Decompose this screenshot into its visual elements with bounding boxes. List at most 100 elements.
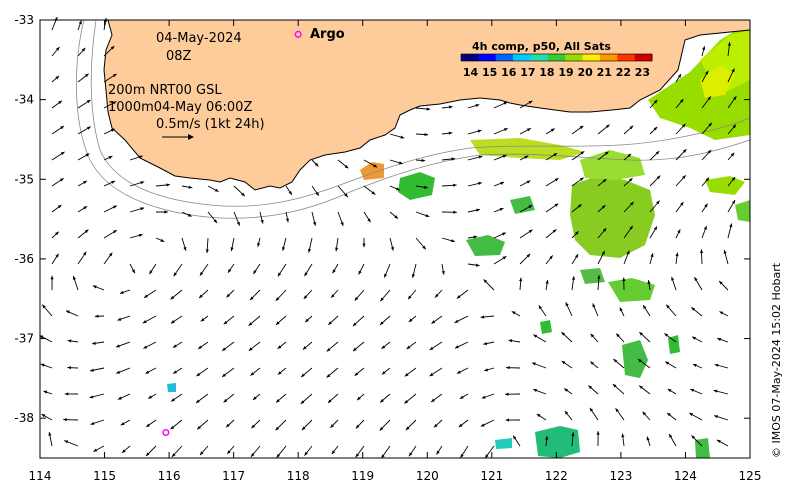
- current-arrow-head: [236, 221, 240, 226]
- current-arrow-head: [50, 275, 54, 280]
- colorbar-title: 4h comp, p50, All Sats: [472, 40, 611, 53]
- current-arrow-head: [371, 191, 376, 195]
- lat-tick-label: -37: [14, 332, 34, 346]
- colorbar-segment: [582, 54, 601, 61]
- current-arrow-head: [248, 322, 253, 326]
- current-arrow-head: [187, 213, 192, 217]
- current-arrow-head: [90, 421, 95, 425]
- current-arrow-head: [83, 206, 88, 210]
- colorbar-tick-label: 14: [463, 66, 479, 79]
- current-arrow-head: [628, 178, 633, 182]
- current-arrow-head: [533, 389, 538, 393]
- current-arrow-head: [425, 213, 430, 218]
- current-arrow-head: [480, 315, 485, 319]
- current-arrow-head: [588, 385, 593, 390]
- current-arrow-head: [367, 218, 371, 223]
- current-arrow-head: [183, 246, 187, 251]
- current-arrow-head: [85, 153, 90, 157]
- argo-floats: [162, 30, 302, 437]
- current-arrow-head: [564, 411, 569, 415]
- current-arrow-head: [381, 370, 386, 375]
- current-arrow-head: [656, 175, 661, 180]
- current-arrow-head: [398, 161, 403, 165]
- current-arrow-head: [579, 177, 584, 181]
- current-arrow-head: [326, 374, 331, 378]
- current-arrow-head: [478, 155, 483, 159]
- current-arrow-head: [524, 155, 529, 159]
- current-arrow-head: [612, 384, 617, 388]
- current-arrow-head: [83, 251, 87, 256]
- current-arrow-head: [429, 372, 434, 377]
- current-arrow-head: [358, 270, 362, 275]
- current-arrow-head: [300, 400, 305, 404]
- colorbar-tick-label: 15: [482, 66, 497, 79]
- current-arrow-head: [433, 423, 438, 428]
- current-arrow-head: [619, 307, 623, 312]
- current-arrow-head: [626, 250, 630, 255]
- current-arrow-head: [451, 239, 455, 243]
- current-arrow-head: [702, 46, 706, 50]
- current-arrow-head: [476, 208, 480, 212]
- current-arrow-head: [505, 392, 509, 396]
- current-arrow-head: [500, 181, 505, 185]
- current-arrow-head: [250, 372, 255, 376]
- current-arrow-head: [81, 47, 86, 52]
- land-mass: [103, 19, 751, 191]
- current-arrow-head: [554, 178, 559, 182]
- current-arrow-head: [111, 180, 116, 184]
- current-arrow-head: [456, 295, 461, 299]
- current-arrow-head: [362, 243, 366, 248]
- current-arrow-head: [571, 432, 575, 436]
- current-arrow-head: [58, 100, 62, 105]
- current-arrow-head: [536, 413, 541, 418]
- current-arrow-head: [453, 183, 457, 187]
- current-arrow-head: [171, 398, 175, 402]
- current-arrow-head: [84, 73, 89, 78]
- colorbar-frame: [460, 53, 653, 62]
- current-arrow-head: [564, 388, 568, 392]
- current-arrow-head: [716, 439, 721, 444]
- current-arrow-head: [499, 208, 504, 211]
- current-arrow-head: [503, 128, 508, 132]
- current-arrow-head: [713, 389, 718, 393]
- current-arrow-head: [112, 205, 117, 209]
- isobaths: [76, 19, 751, 219]
- current-arrow-head: [411, 274, 415, 278]
- current-arrow-head: [441, 270, 445, 275]
- current-arrow-head: [173, 272, 177, 277]
- current-arrow-head: [252, 396, 257, 400]
- current-arrow-head: [704, 203, 708, 208]
- current-arrow-head: [656, 200, 660, 205]
- colorbar-tick-label: 22: [616, 66, 631, 79]
- current-arrow-head: [502, 256, 507, 260]
- colorbar-segment: [478, 54, 497, 61]
- sst-patch-green7: [540, 320, 552, 334]
- current-arrow-head: [653, 126, 658, 131]
- current-arrow-head: [667, 388, 672, 393]
- current-arrow-head: [223, 320, 228, 325]
- current-arrow-head: [604, 151, 609, 156]
- current-arrow-head: [506, 366, 510, 370]
- current-arrow-head: [655, 151, 660, 155]
- date-label: 04-May-2024: [156, 31, 242, 46]
- current-arrow-head: [400, 135, 405, 139]
- current-arrow-head: [448, 131, 453, 135]
- current-arrow-head: [596, 431, 600, 435]
- current-arrow-head: [528, 205, 533, 209]
- current-arrow-head: [327, 399, 332, 403]
- current-arrow-head: [616, 333, 620, 338]
- current-arrow-head: [160, 238, 165, 242]
- current-arrow-head: [89, 395, 94, 399]
- current-arrow-head: [116, 344, 120, 348]
- lat-tick-labels: -33 -34 -35 -36 -37 -38: [14, 13, 34, 425]
- current-arrow-head: [435, 293, 439, 298]
- current-arrow-head: [454, 319, 459, 323]
- current-arrow-head: [423, 185, 428, 189]
- current-arrow-head: [301, 426, 306, 431]
- current-arrow-head: [357, 396, 361, 401]
- current-arrow-head: [692, 364, 697, 367]
- colorbar-tick-label: 19: [558, 66, 573, 79]
- current-arrow-head: [199, 451, 204, 456]
- current-arrow-head: [226, 293, 231, 298]
- current-arrow-head: [164, 210, 168, 214]
